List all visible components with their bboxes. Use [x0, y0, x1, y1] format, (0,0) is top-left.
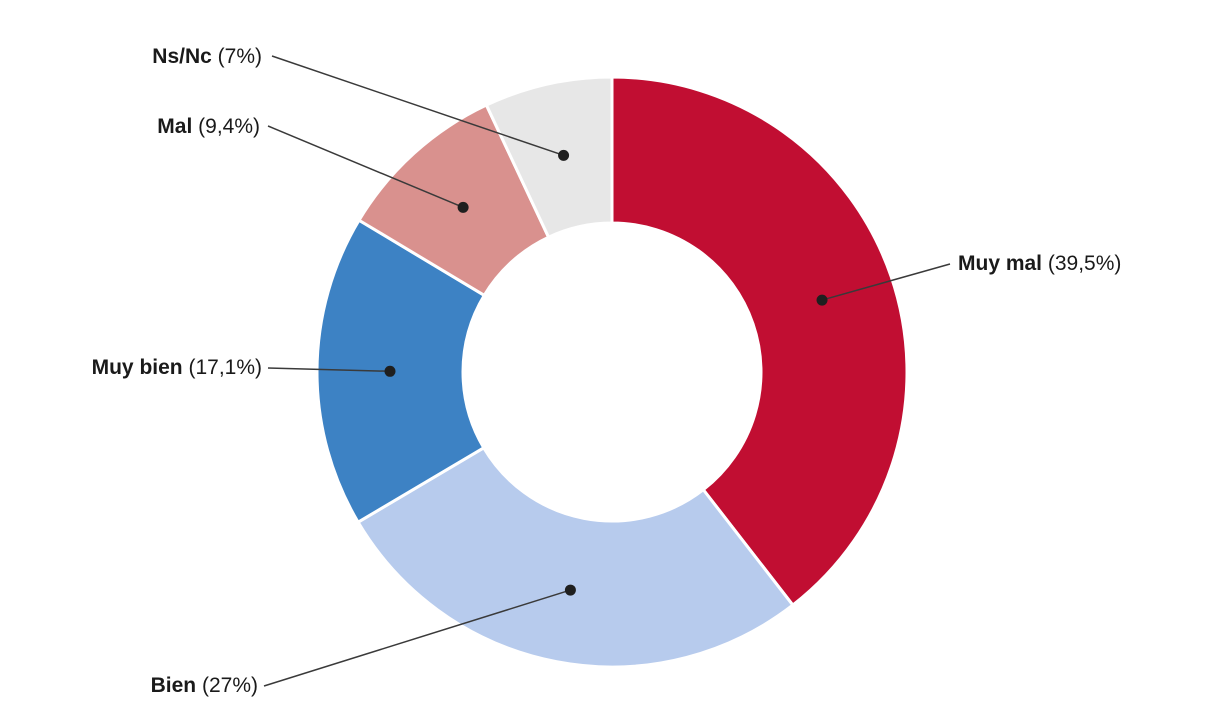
- slice-name-bien: Bien: [150, 674, 197, 697]
- slice-name-ns-nc: Ns/Nc: [152, 45, 212, 68]
- leader-line-muy-mal: [821, 263, 951, 301]
- leader-line-ns-nc: [271, 55, 564, 157]
- slice-name-muy-mal: Muy mal: [958, 252, 1043, 275]
- leader-line-muy-bien: [267, 367, 391, 373]
- leader-line-mal: [267, 125, 464, 209]
- slice-ns-nc: [484, 75, 614, 239]
- leader-dot-muy-bien: [384, 365, 396, 377]
- slice-muy-bien: [315, 218, 486, 524]
- slice-muy-mal: [610, 75, 909, 607]
- leader-dot-ns-nc: [558, 149, 570, 161]
- callout-label-muy-bien: Muy bien (17,1%): [92, 355, 262, 381]
- callout-label-ns-nc: Ns/Nc (7%): [152, 44, 262, 70]
- callout-label-muy-mal: Muy mal (39,5%): [958, 251, 1121, 277]
- leader-line-bien: [263, 589, 571, 687]
- leader-dot-bien: [564, 584, 576, 596]
- slice-name-mal: Mal: [157, 115, 193, 138]
- leader-dot-mal: [457, 201, 469, 213]
- leader-dot-muy-mal: [816, 294, 828, 306]
- callout-label-bien: Bien (27%): [151, 673, 258, 699]
- slice-bien: [356, 446, 795, 669]
- slice-name-muy-bien: Muy bien: [91, 356, 183, 379]
- slice-pct-mal: (9,4%): [198, 115, 260, 138]
- slice-pct-bien: (27%): [201, 674, 258, 697]
- slice-pct-muy-bien: (17,1%): [188, 356, 262, 379]
- slice-pct-ns-nc: (7%): [217, 45, 262, 68]
- slice-pct-muy-mal: (39,5%): [1047, 252, 1122, 275]
- callout-label-mal: Mal (9,4%): [157, 114, 260, 140]
